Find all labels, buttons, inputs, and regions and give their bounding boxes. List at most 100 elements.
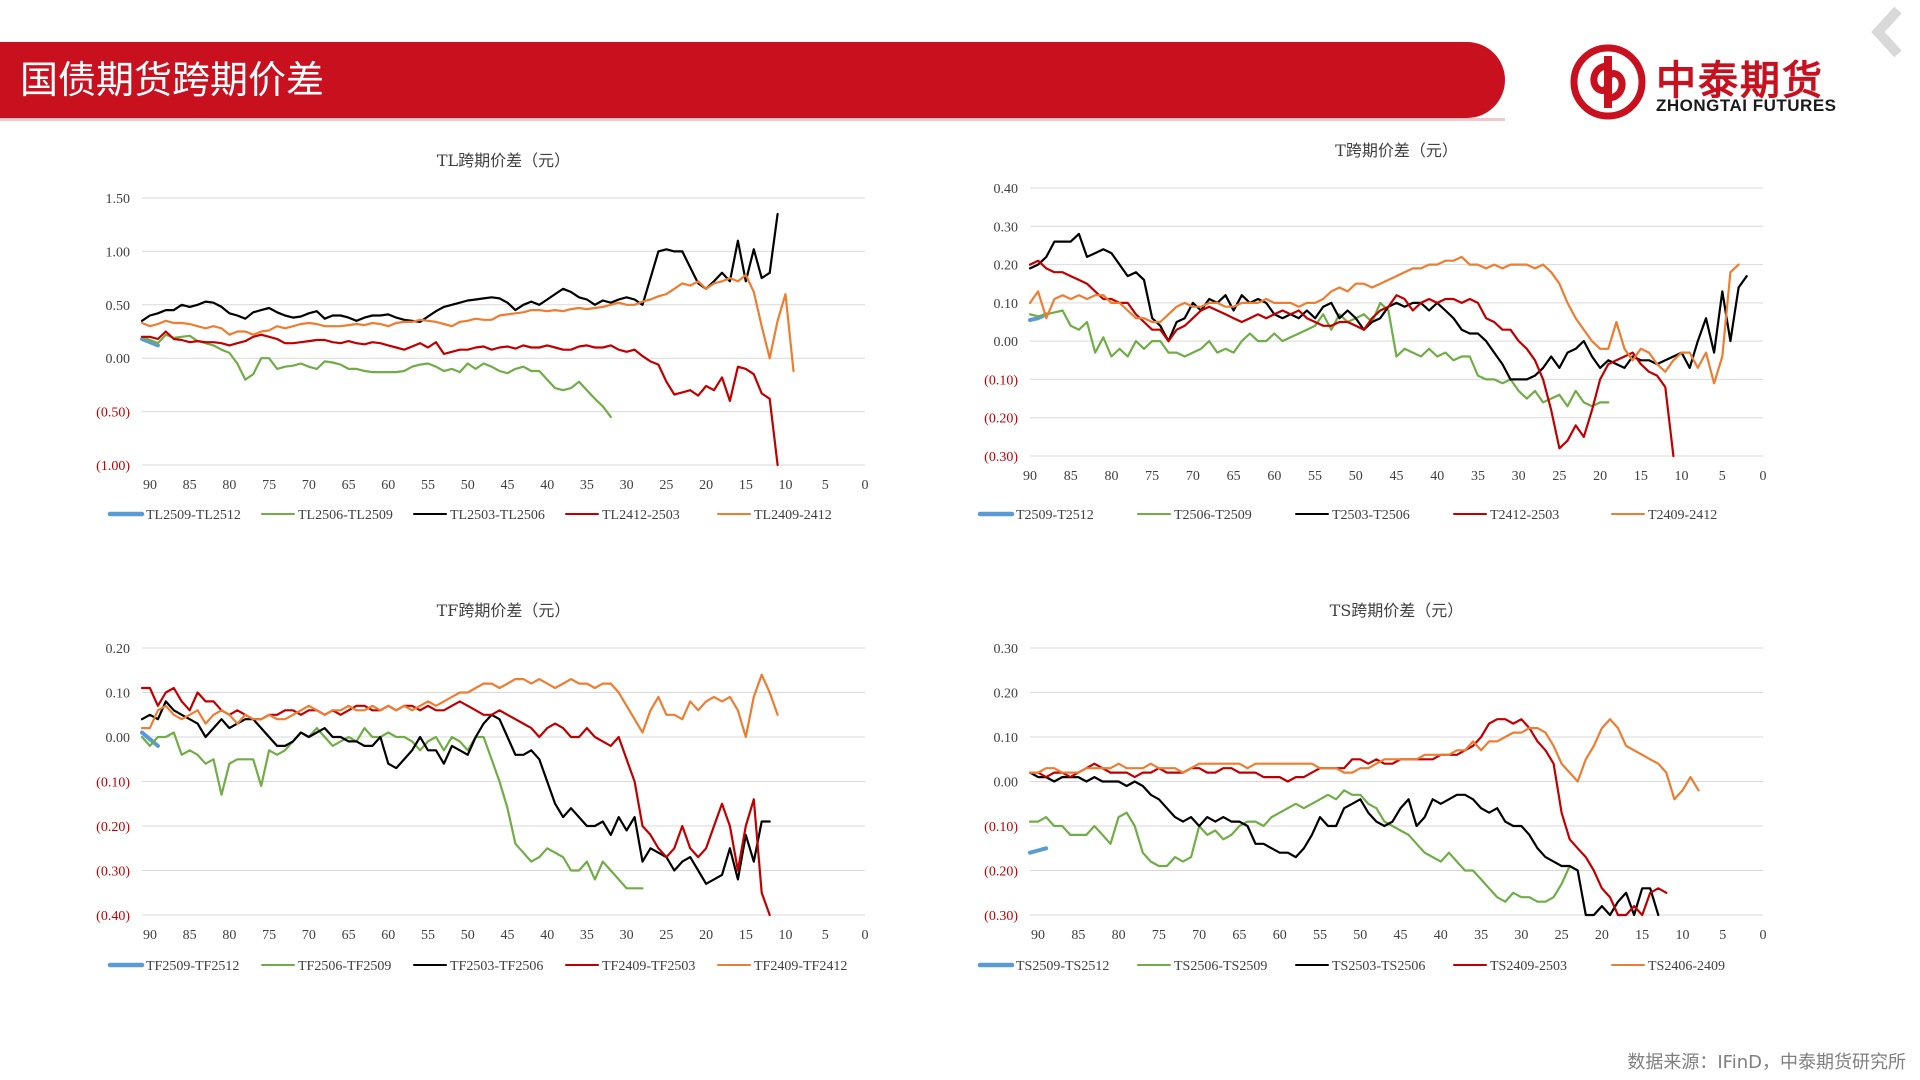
x-tick-label: 40	[540, 928, 554, 943]
legend-label: T2503-T2506	[1332, 508, 1410, 523]
x-tick-label: 45	[1394, 928, 1408, 943]
x-tick-label: 25	[659, 928, 673, 943]
legend-label: TF2503-TF2506	[450, 959, 543, 974]
x-tick-label: 70	[302, 928, 316, 943]
x-tick-label: 55	[1308, 469, 1322, 484]
header-banner	[0, 42, 1505, 118]
x-tick-label: 15	[739, 478, 753, 493]
y-tick-label: 0.10	[994, 731, 1019, 746]
x-tick-label: 35	[580, 478, 594, 493]
legend-label: TF2409-TF2412	[754, 959, 847, 974]
x-tick-label: 85	[1064, 469, 1078, 484]
y-tick-label: 0.00	[106, 352, 131, 367]
x-tick-label: 35	[580, 928, 594, 943]
x-tick-label: 50	[1353, 928, 1367, 943]
y-tick-label: (0.10)	[984, 373, 1018, 388]
legend-label: TS2406-2409	[1648, 959, 1725, 974]
series-line-t2409-2412	[1028, 255, 1740, 385]
brand-logo: 中泰期货 ZHONGTAI FUTURES	[1568, 42, 1858, 122]
x-tick-label: 10	[779, 928, 793, 943]
x-tick-label: 70	[302, 478, 316, 493]
legend-label: TF2506-TF2509	[298, 959, 391, 974]
y-tick-label: 0.10	[994, 297, 1019, 312]
legend-label: TL2509-TL2512	[146, 508, 241, 523]
chart-t-svg: T跨期价差（元） 0.40 0.30 0.20 0.10 0.00 (0.10) (0.20)…	[977, 141, 1767, 523]
x-tick-label: 0	[862, 928, 869, 943]
y-tick-label: (0.30)	[984, 909, 1018, 924]
series-group	[140, 673, 779, 917]
x-tick-label: 40	[1434, 928, 1448, 943]
legend-label: TF2409-TF2503	[602, 959, 695, 974]
x-tick-label: 15	[1635, 928, 1649, 943]
header-divider	[0, 118, 1505, 121]
x-tick-label: 65	[342, 478, 356, 493]
series-group	[140, 212, 795, 467]
x-tick-label: 45	[1390, 469, 1404, 484]
x-tick-label: 55	[1313, 928, 1327, 943]
x-tick-label: 65	[1232, 928, 1246, 943]
x-tick-label: 80	[222, 478, 236, 493]
x-tick-label: 25	[1555, 928, 1569, 943]
x-tick-label: 10	[779, 478, 793, 493]
chart-title: TF跨期价差（元）	[437, 601, 571, 620]
x-tick-label: 5	[822, 928, 829, 943]
x-tick-label: 20	[1595, 928, 1609, 943]
y-tick-label: 1.50	[106, 192, 131, 207]
x-tick-label: 30	[1514, 928, 1528, 943]
page-title: 国债期货跨期价差	[20, 58, 325, 102]
y-tick-label: 0.40	[994, 182, 1019, 197]
chart-tl-spread: TL跨期价差（元） 1.50 1.00 0.50 0.00 (0.50) (1.00) 90 8…	[90, 140, 890, 540]
y-tick-label: 0.30	[994, 220, 1019, 235]
y-tick-label: (0.50)	[96, 406, 130, 421]
x-tick-label: 90	[143, 928, 157, 943]
x-tick-label: 85	[183, 928, 197, 943]
x-tick-label: 10	[1675, 469, 1689, 484]
legend-label: TS2509-TS2512	[1016, 959, 1109, 974]
x-tick-label: 20	[1593, 469, 1607, 484]
x-tick-label: 75	[262, 928, 276, 943]
x-tick-label: 20	[699, 928, 713, 943]
y-tick-label: (0.30)	[96, 865, 130, 880]
y-tick-label: (0.20)	[96, 820, 130, 835]
y-tick-label: 0.00	[106, 731, 131, 746]
legend-label: TL2409-2412	[754, 508, 832, 523]
legend-label: T2506-T2509	[1174, 508, 1252, 523]
legend-label: T2412-2503	[1490, 508, 1559, 523]
series-line-ts2406-2409	[1028, 718, 1700, 801]
chevron-left-icon	[1871, 6, 1902, 58]
series-line-tl2409-2412	[140, 273, 795, 373]
y-tick-label: (0.20)	[984, 865, 1018, 880]
series-line-tl2509-tl2512	[140, 337, 160, 348]
y-tick-label: (1.00)	[96, 459, 130, 474]
y-tick-label: 1.00	[106, 245, 131, 260]
y-tick-label: (0.10)	[96, 776, 130, 791]
y-tick-label: 0.20	[106, 642, 131, 657]
x-tick-label: 30	[620, 928, 634, 943]
series-line-t2412-2503	[1028, 259, 1675, 458]
x-tick-label: 30	[1512, 469, 1526, 484]
x-tick-label: 15	[1634, 469, 1648, 484]
chart-tf-svg: TF跨期价差（元） 0.20 0.10 0.00 (0.10) (0.20) (0.30) (…	[96, 601, 869, 974]
x-tick-label: 40	[1430, 469, 1444, 484]
x-tick-label: 45	[500, 928, 514, 943]
chart-tf-spread: TF跨期价差（元） 0.20 0.10 0.00 (0.10) (0.20) (0.30) (…	[90, 590, 890, 990]
x-tick-label: 60	[1267, 469, 1281, 484]
x-tick-label: 25	[659, 478, 673, 493]
x-tick-label: 5	[822, 478, 829, 493]
y-tick-label: 0.20	[994, 687, 1019, 702]
x-tick-label: 60	[381, 478, 395, 493]
x-tick-label: 0	[1760, 469, 1767, 484]
x-tick-label: 20	[699, 478, 713, 493]
series-line-tf2409-tf2412	[140, 673, 779, 739]
y-tick-label: 0.00	[994, 335, 1019, 350]
x-tick-label: 70	[1186, 469, 1200, 484]
x-tick-label: 15	[739, 928, 753, 943]
x-tick-label: 0	[862, 478, 869, 493]
legend-label: T2409-2412	[1648, 508, 1717, 523]
logo-chinese-name: 中泰期货	[1656, 58, 1824, 104]
x-tick-label: 75	[1152, 928, 1166, 943]
x-tick-label: 65	[1227, 469, 1241, 484]
y-tick-label: (0.20)	[984, 412, 1018, 427]
series-group	[1028, 232, 1748, 458]
legend-label: TL2506-TL2509	[298, 508, 393, 523]
